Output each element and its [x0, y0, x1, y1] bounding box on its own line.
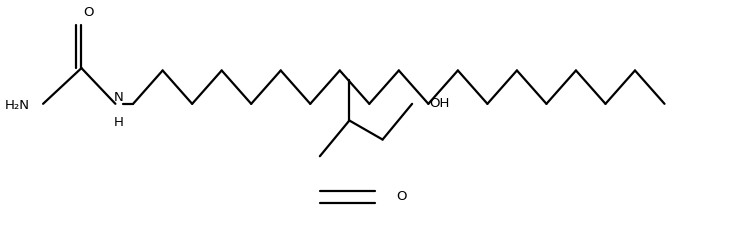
- Text: N: N: [114, 91, 123, 104]
- Text: O: O: [396, 190, 407, 203]
- Text: H₂N: H₂N: [5, 99, 30, 112]
- Text: OH: OH: [429, 97, 450, 110]
- Text: O: O: [84, 6, 94, 19]
- Text: H: H: [114, 116, 123, 129]
